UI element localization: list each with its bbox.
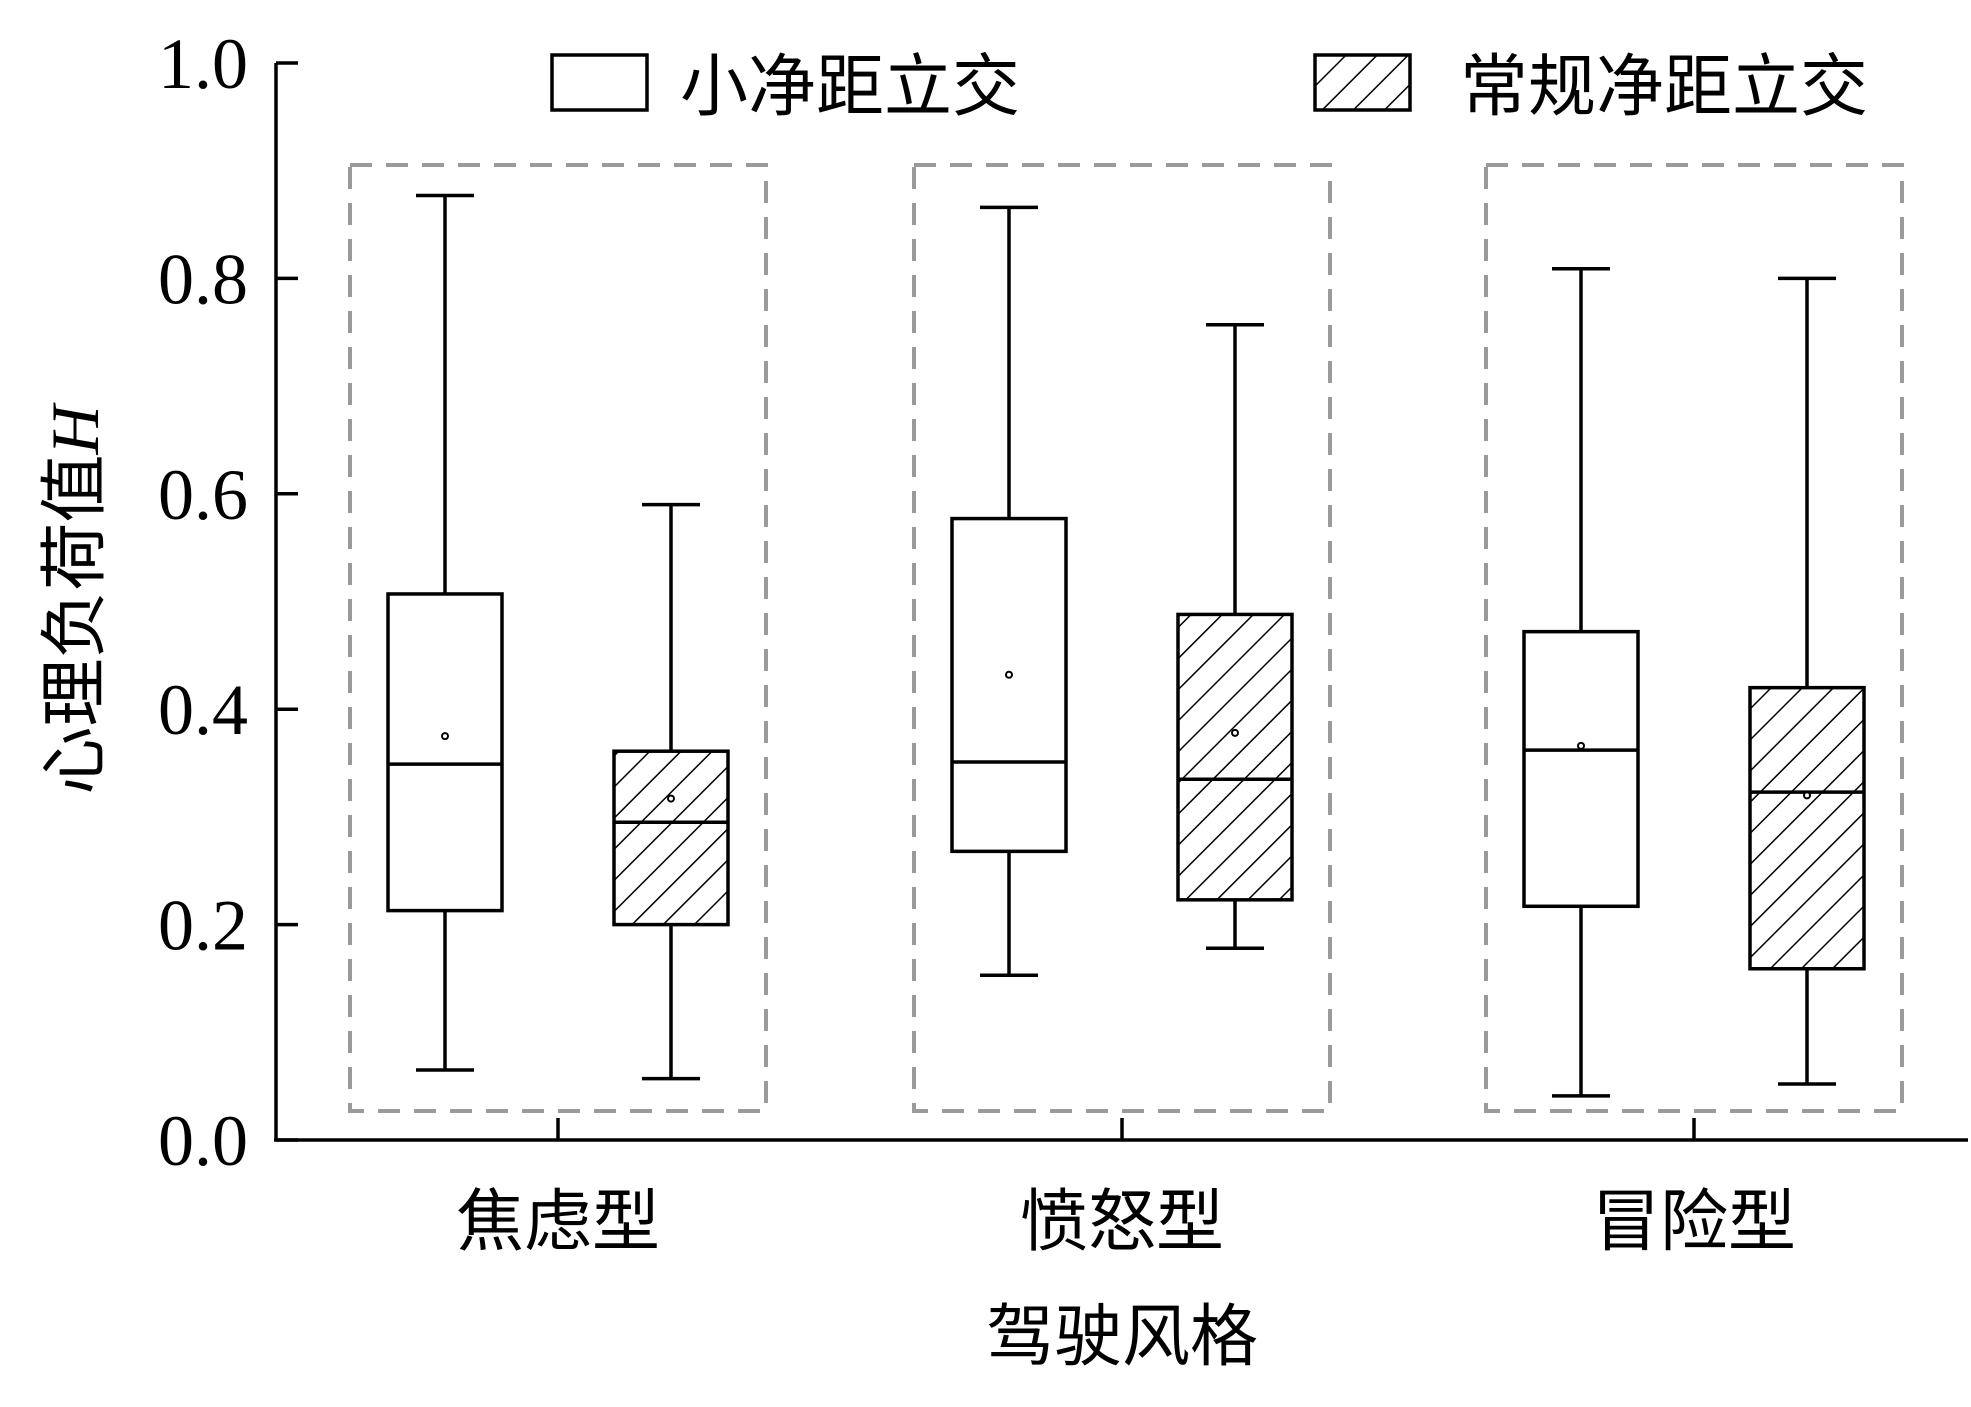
y-tick-label: 0.8 (158, 239, 248, 319)
group-frames (348, 163, 1904, 1113)
mean-marker (1231, 728, 1239, 737)
box-iqr (950, 516, 1068, 854)
y-tick-label: 0.2 (158, 886, 248, 966)
y-tick-label: 0.0 (158, 1101, 248, 1181)
mean-marker (1577, 741, 1585, 750)
mean-marker (1005, 670, 1013, 679)
y-axis-title-symbol: H (37, 402, 113, 456)
box-plain (950, 205, 1068, 977)
legend-label-plain: 小净距立交 (680, 48, 1020, 127)
y-ticks: 0.0 0.2 0.4 0.6 0.8 1.0 (158, 24, 298, 1181)
mean-marker (1803, 791, 1811, 800)
x-tick-label: 愤怒型 (1020, 1183, 1224, 1262)
y-tick-label: 0.4 (158, 670, 248, 750)
mean-marker (667, 794, 675, 803)
box-hatched (612, 502, 730, 1081)
legend-swatch-hatched (1313, 53, 1412, 112)
y-axis-title: 心理负荷值H (36, 402, 115, 795)
mean-marker (441, 732, 449, 741)
box-plain (1522, 266, 1640, 1098)
y-tick-label: 0.6 (158, 455, 248, 535)
axes (274, 63, 1968, 1142)
x-tick-label: 焦虑型 (456, 1183, 660, 1262)
x-axis-title: 驾驶风格 (986, 1298, 1258, 1377)
box-iqr (386, 592, 504, 913)
y-axis-title-text: 心理负荷值 (36, 455, 115, 795)
x-tick-label: 冒险型 (1592, 1183, 1796, 1262)
legend: 小净距立交 常规净距立交 (550, 48, 1868, 127)
box-hatched (1176, 322, 1294, 951)
box-iqr (1176, 612, 1294, 902)
group-frame (912, 163, 1332, 1113)
group-frame (1484, 163, 1904, 1113)
box-plain (386, 193, 504, 1072)
y-tick-label: 1.0 (158, 24, 248, 104)
legend-swatch-plain (550, 53, 649, 112)
group-frame (348, 163, 768, 1113)
box-iqr (1522, 629, 1640, 909)
box-iqr (1748, 685, 1866, 971)
boxes (386, 193, 1866, 1098)
legend-label-hatched: 常规净距立交 (1460, 48, 1868, 127)
box-hatched (1748, 276, 1866, 1086)
x-ticks: 焦虑型 愤怒型 冒险型 (456, 1118, 1796, 1262)
box-iqr (612, 749, 730, 927)
